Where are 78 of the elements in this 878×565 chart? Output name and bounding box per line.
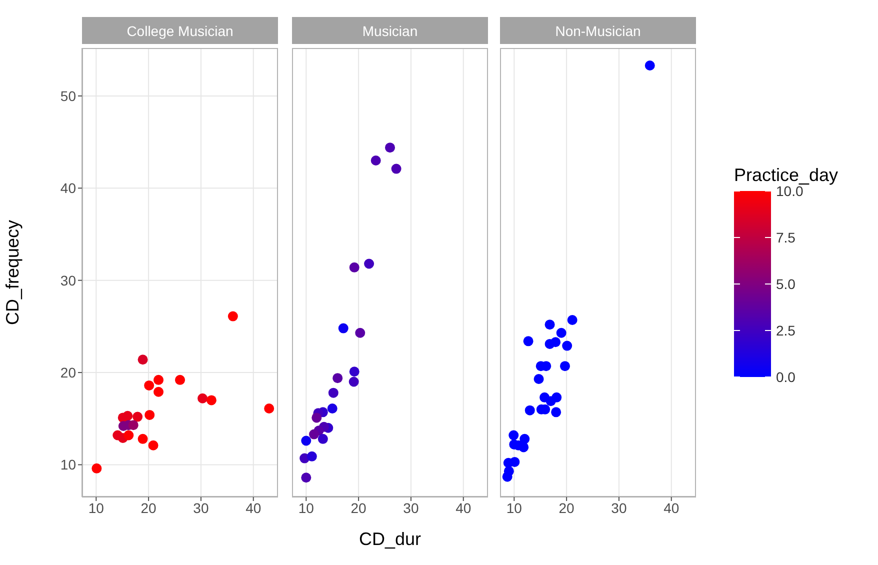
point (138, 434, 148, 444)
point (644, 60, 655, 71)
point (301, 472, 312, 483)
point (348, 376, 359, 387)
point (562, 340, 572, 351)
point (175, 374, 185, 385)
point (510, 456, 520, 467)
point (328, 388, 338, 398)
point (148, 440, 158, 450)
chart-title: College Musician (82, 17, 278, 44)
point (301, 436, 312, 446)
color-bar-label: 7.5 (776, 230, 796, 246)
y-tick-label: 20 (60, 364, 76, 381)
point (508, 430, 519, 440)
point (560, 361, 570, 372)
point (118, 412, 128, 423)
point (534, 374, 544, 384)
x-tick-label: 40 (456, 500, 472, 516)
y-tick-label: 30 (60, 272, 76, 288)
x-axis-title: CD_dur (358, 529, 422, 549)
y-tick-label: 40 (60, 180, 76, 196)
x-tick-label: 10 (88, 500, 104, 516)
point (385, 142, 395, 153)
point (144, 380, 154, 390)
point (228, 311, 238, 322)
point (327, 403, 338, 414)
x-tick-label: 20 (140, 500, 157, 516)
point (502, 472, 512, 482)
x-tick-label: 30 (403, 500, 419, 516)
chart-title: Non-Musician (500, 17, 696, 44)
point (523, 336, 534, 346)
y-tick-label: 10 (60, 456, 76, 473)
point (318, 434, 328, 444)
point (546, 396, 556, 406)
point (364, 258, 374, 269)
x-tick-label: 10 (506, 500, 522, 516)
point (551, 407, 562, 418)
point (154, 374, 164, 385)
color-bar-label: 2.5 (776, 322, 796, 338)
point (144, 410, 155, 420)
point (338, 323, 348, 334)
point (198, 393, 208, 404)
y-tick-label: 50 (60, 88, 76, 104)
y-axis-title: CD_frequecy (2, 220, 22, 326)
chart-title: Musician (292, 17, 488, 44)
point (349, 262, 360, 272)
point (567, 314, 578, 325)
color-bar-title: Practice_day (734, 165, 838, 185)
point (349, 366, 360, 377)
x-tick-label: 40 (664, 500, 680, 516)
point (124, 430, 134, 440)
point (154, 386, 164, 397)
point (556, 328, 566, 338)
point (370, 155, 381, 166)
color-bar-label: 5.0 (776, 276, 796, 292)
point (206, 395, 216, 406)
point (524, 405, 535, 416)
point (92, 463, 102, 474)
x-tick-label: 30 (193, 500, 209, 516)
point (306, 451, 317, 462)
x-tick-label: 10 (298, 500, 314, 516)
point (332, 373, 343, 384)
point (138, 354, 148, 365)
x-tick-label: 20 (558, 500, 575, 516)
point (550, 337, 561, 348)
point (544, 320, 555, 330)
point (355, 328, 366, 338)
x-tick-label: 30 (611, 500, 627, 516)
color-bar-label: 10.0 (776, 183, 804, 199)
point (309, 429, 320, 440)
color-bar-label: 0.0 (776, 369, 796, 385)
x-tick-label: 40 (246, 500, 262, 516)
point (264, 403, 274, 414)
point (312, 412, 322, 423)
point (128, 420, 138, 430)
x-tick-label: 20 (350, 500, 367, 516)
point (132, 412, 143, 422)
point (391, 164, 402, 174)
